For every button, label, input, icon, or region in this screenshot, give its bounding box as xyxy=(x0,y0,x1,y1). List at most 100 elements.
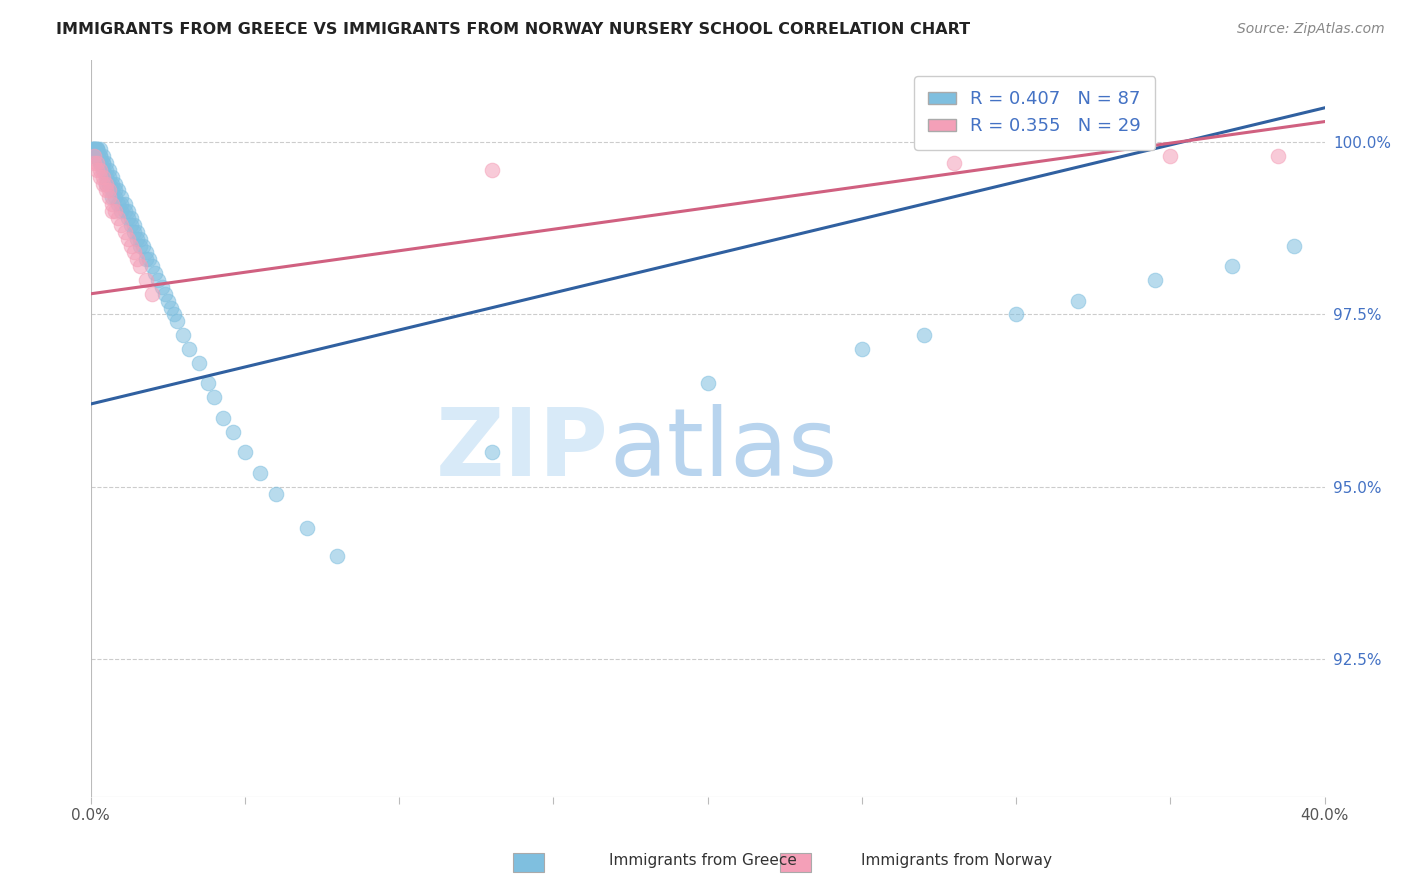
Point xyxy=(125,225,148,239)
Point xyxy=(148,273,170,287)
Point xyxy=(98,169,121,184)
Point xyxy=(94,184,117,198)
Point xyxy=(197,376,219,391)
Point xyxy=(141,259,163,273)
Point xyxy=(117,211,139,225)
Point xyxy=(86,149,108,163)
Point xyxy=(104,204,127,219)
Point xyxy=(107,197,129,211)
Point xyxy=(135,245,157,260)
Point xyxy=(249,466,271,480)
Point xyxy=(98,177,121,191)
Point xyxy=(89,142,111,156)
Point xyxy=(91,162,114,177)
Point xyxy=(233,445,256,459)
Point xyxy=(120,238,142,252)
Point xyxy=(129,232,152,246)
Point xyxy=(295,521,318,535)
Point xyxy=(86,142,108,156)
Point xyxy=(84,142,107,156)
Point xyxy=(94,156,117,170)
Point xyxy=(120,218,142,232)
Point xyxy=(101,177,124,191)
Point xyxy=(135,252,157,267)
Point xyxy=(86,142,108,156)
Point xyxy=(114,225,136,239)
Text: Immigrants from Norway: Immigrants from Norway xyxy=(860,854,1052,868)
Point xyxy=(1282,238,1305,252)
Point xyxy=(104,190,127,204)
Point xyxy=(159,301,181,315)
Point xyxy=(129,259,152,273)
Point xyxy=(110,218,132,232)
Point xyxy=(94,177,117,191)
Point xyxy=(481,162,503,177)
Legend: R = 0.407   N = 87, R = 0.355   N = 29: R = 0.407 N = 87, R = 0.355 N = 29 xyxy=(914,76,1156,150)
Point xyxy=(86,162,108,177)
Point xyxy=(145,266,167,280)
Point xyxy=(264,486,287,500)
Point xyxy=(82,142,104,156)
Point xyxy=(98,184,121,198)
Point xyxy=(91,156,114,170)
Point xyxy=(141,286,163,301)
Point xyxy=(110,197,132,211)
Point xyxy=(89,156,111,170)
Point xyxy=(117,232,139,246)
Point xyxy=(163,308,186,322)
Point xyxy=(94,169,117,184)
Point xyxy=(91,169,114,184)
Point xyxy=(104,177,127,191)
Point xyxy=(94,177,117,191)
Point xyxy=(89,169,111,184)
Point xyxy=(150,280,173,294)
Point xyxy=(98,190,121,204)
Point xyxy=(83,142,105,156)
Text: atlas: atlas xyxy=(609,404,837,496)
Point xyxy=(481,445,503,459)
Point xyxy=(1067,293,1090,308)
Point xyxy=(101,169,124,184)
Point xyxy=(138,252,160,267)
Text: IMMIGRANTS FROM GREECE VS IMMIGRANTS FROM NORWAY NURSERY SCHOOL CORRELATION CHAR: IMMIGRANTS FROM GREECE VS IMMIGRANTS FRO… xyxy=(56,22,970,37)
Point xyxy=(110,204,132,219)
Point xyxy=(117,204,139,219)
Point xyxy=(166,314,188,328)
Point xyxy=(107,211,129,225)
Point xyxy=(122,218,145,232)
Point xyxy=(851,342,873,356)
Point xyxy=(89,162,111,177)
Point xyxy=(101,184,124,198)
Point xyxy=(221,425,243,439)
Point xyxy=(91,156,114,170)
Point xyxy=(1159,149,1181,163)
Point xyxy=(83,149,105,163)
Point xyxy=(110,190,132,204)
Point xyxy=(125,232,148,246)
Point xyxy=(104,184,127,198)
Point xyxy=(86,156,108,170)
Point xyxy=(187,356,209,370)
Point xyxy=(101,204,124,219)
Point xyxy=(1005,308,1028,322)
Point xyxy=(1267,149,1289,163)
Point xyxy=(89,149,111,163)
Point xyxy=(125,252,148,267)
Point xyxy=(82,142,104,156)
Point xyxy=(153,286,176,301)
Point xyxy=(89,156,111,170)
Point xyxy=(114,204,136,219)
Point xyxy=(98,162,121,177)
Point xyxy=(94,162,117,177)
Point xyxy=(83,149,105,163)
Point xyxy=(120,211,142,225)
Point xyxy=(91,149,114,163)
Point xyxy=(179,342,201,356)
Point xyxy=(1143,273,1166,287)
Point xyxy=(83,142,105,156)
Point xyxy=(83,149,105,163)
Point xyxy=(156,293,179,308)
Point xyxy=(86,142,108,156)
Point xyxy=(696,376,718,391)
Point xyxy=(326,549,349,563)
